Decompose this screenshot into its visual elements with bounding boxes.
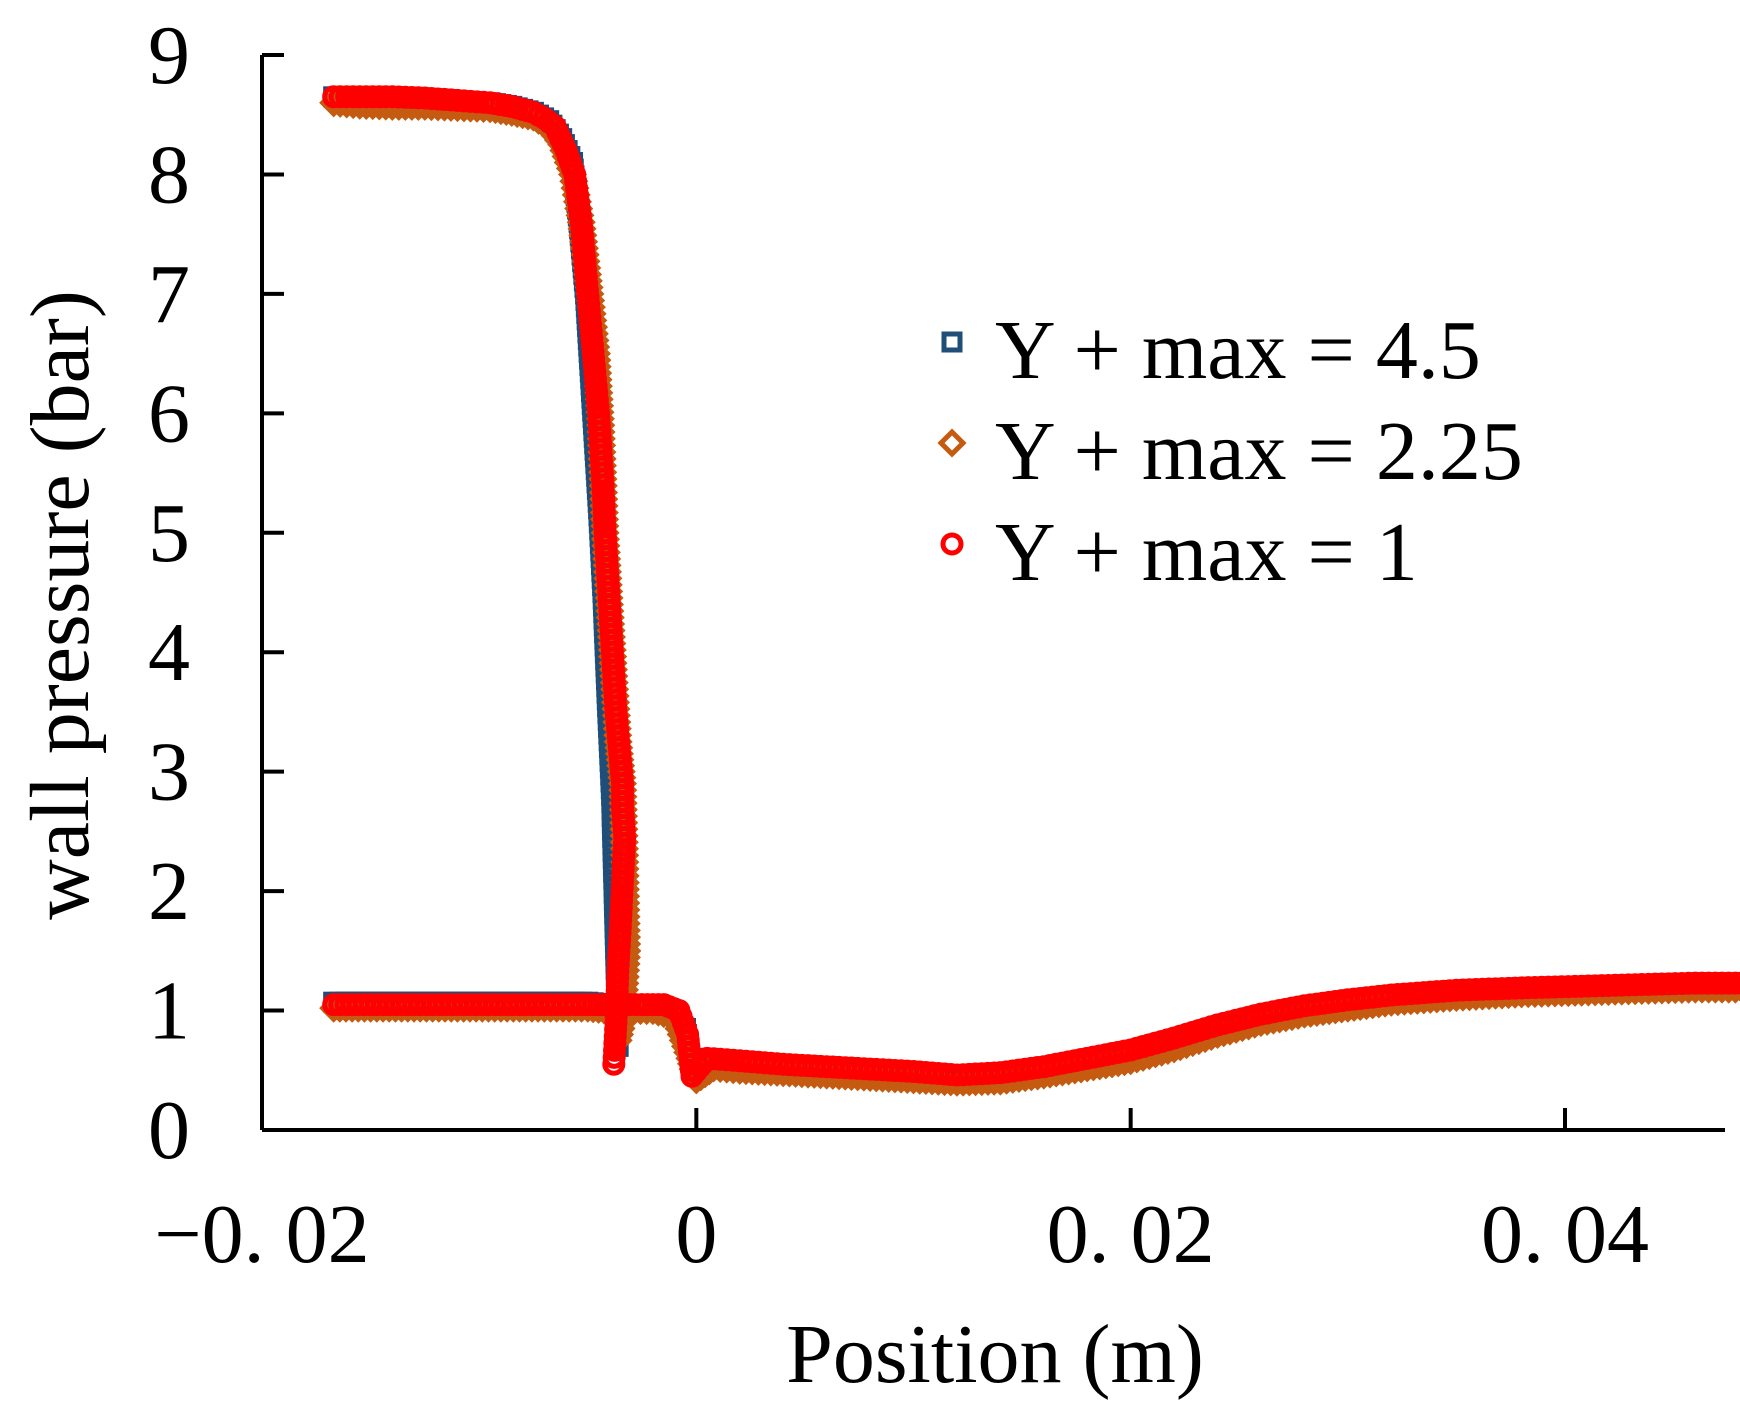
data-marks — [319, 85, 1740, 1097]
legend-label: Y + max = 1 — [995, 506, 1418, 599]
y-tick-label: 1 — [148, 965, 190, 1058]
y-axis-label: wall pressure (bar) — [14, 290, 107, 920]
x-tick-label: −0. 02 — [154, 1188, 369, 1281]
x-tick-label: 0 — [675, 1188, 717, 1281]
y-tick-label: 3 — [148, 726, 190, 819]
circle-point — [602, 1052, 626, 1076]
y-tick-label: 0 — [148, 1084, 190, 1177]
y-tick-label: 9 — [148, 9, 190, 102]
circle-point — [1730, 971, 1740, 995]
legend-square-marker — [941, 331, 963, 353]
x-tick-label: 0. 04 — [1481, 1188, 1649, 1281]
y-tick-label: 6 — [148, 367, 190, 460]
plot-area — [260, 55, 1725, 1132]
legend-label: Y + max = 4.5 — [995, 304, 1481, 397]
x-tick-label: 0. 02 — [1047, 1188, 1215, 1281]
legend: Y + max = 4.5Y + max = 2.25Y + max = 1 — [937, 304, 1523, 599]
legend-diamond-marker — [937, 428, 967, 458]
y-tick-label: 5 — [148, 487, 190, 580]
y-tick-label: 2 — [148, 845, 190, 938]
y-tick-label: 8 — [148, 128, 190, 221]
x-axis-label: Position (m) — [786, 1308, 1204, 1401]
y-axis-ticks: 0 1 2 3 4 5 6 7 8 9 — [148, 9, 284, 1177]
legend-circle-marker — [940, 532, 964, 556]
y-tick-label: 7 — [148, 248, 190, 341]
legend-label: Y + max = 2.25 — [995, 405, 1523, 498]
series-circle — [322, 85, 1740, 1088]
y-tick-label: 4 — [148, 606, 190, 699]
